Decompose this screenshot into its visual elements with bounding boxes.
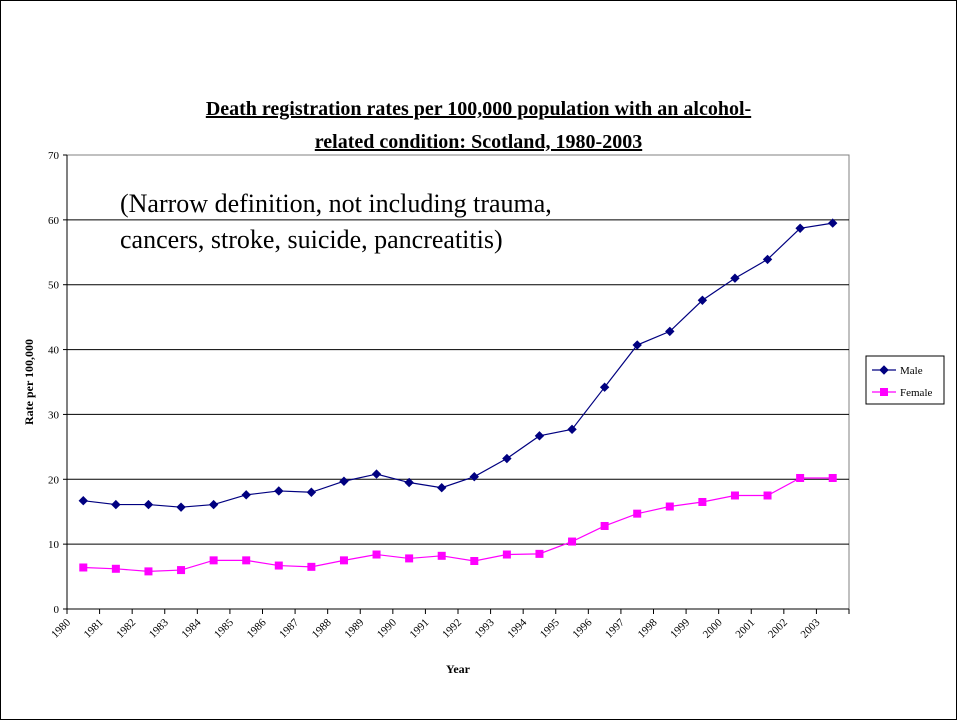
- female-data-point: [209, 556, 218, 565]
- chart-annotation: (Narrow definition, not including trauma…: [120, 186, 552, 258]
- male-data-point: [274, 486, 284, 496]
- x-tick-label: 1987: [277, 616, 301, 640]
- male-data-point: [795, 223, 805, 233]
- female-data-point: [698, 497, 707, 506]
- male-data-point: [730, 273, 740, 283]
- female-series-line: [83, 477, 833, 572]
- male-data-point: [534, 431, 545, 441]
- female-data-point: [111, 564, 120, 573]
- male-data-point: [762, 254, 773, 265]
- x-tick-label: 2002: [766, 617, 790, 641]
- y-tick-label: 30: [48, 409, 60, 421]
- female-data-point: [470, 557, 479, 566]
- male-data-point: [665, 326, 675, 337]
- annotation-line-2: cancers, stroke, suicide, pancreatitis): [120, 225, 503, 254]
- x-tick-label: 1985: [212, 616, 236, 640]
- male-data-point: [828, 218, 838, 228]
- legend-male-marker: [879, 365, 889, 375]
- y-tick-label: 40: [48, 345, 60, 357]
- x-axis-title: Year: [446, 662, 471, 676]
- x-tick-label: 1993: [473, 616, 497, 640]
- female-data-point: [600, 521, 609, 530]
- x-tick-label: 1980: [49, 616, 73, 640]
- male-data-point: [176, 502, 186, 512]
- male-data-point: [437, 483, 447, 493]
- female-data-point: [568, 537, 577, 546]
- legend-male-label: Male: [900, 365, 923, 377]
- male-data-point: [469, 471, 479, 482]
- annotation-line-1: (Narrow definition, not including trauma…: [120, 189, 552, 218]
- male-data-point: [371, 469, 382, 479]
- male-data-point: [404, 477, 414, 488]
- male-data-point: [339, 476, 349, 486]
- y-axis-title: Rate per 100,000: [22, 339, 36, 425]
- x-tick-label: 1998: [636, 616, 660, 640]
- x-tick-label: 1986: [245, 616, 269, 640]
- y-tick-label: 70: [48, 150, 60, 162]
- male-data-point: [306, 487, 317, 497]
- female-data-point: [437, 551, 446, 560]
- female-data-point: [177, 566, 186, 575]
- y-tick-label: 20: [48, 474, 60, 486]
- female-data-point: [242, 556, 251, 565]
- male-data-point: [111, 499, 121, 510]
- female-data-point: [307, 562, 316, 571]
- x-tick-label: 1981: [82, 617, 106, 641]
- x-tick-label: 1997: [603, 616, 627, 640]
- x-tick-label: 1995: [538, 616, 562, 640]
- female-data-point: [730, 491, 739, 500]
- female-data-point: [144, 567, 153, 576]
- male-series-line: [83, 222, 833, 508]
- x-tick-label: 1999: [668, 616, 692, 640]
- female-data-point: [405, 554, 414, 563]
- x-tick-label: 1996: [570, 616, 594, 640]
- female-data-point: [372, 550, 381, 559]
- chart-title-line-2: related condition: Scotland, 1980-2003: [314, 131, 643, 153]
- male-data-point: [208, 499, 219, 510]
- male-data-point: [78, 495, 88, 506]
- x-tick-label: 1989: [342, 616, 366, 640]
- x-tick-label: 1992: [440, 617, 464, 641]
- x-tick-label: 1984: [179, 616, 203, 640]
- x-tick-label: 2003: [798, 616, 822, 640]
- male-data-point: [567, 424, 577, 435]
- x-tick-label: 2000: [701, 616, 725, 640]
- x-tick-label: 1982: [114, 617, 138, 641]
- male-data-point: [599, 382, 610, 392]
- female-data-point: [274, 561, 283, 570]
- y-tick-label: 0: [54, 604, 60, 616]
- female-data-point: [633, 509, 642, 518]
- female-data-point: [339, 556, 348, 565]
- female-data-point: [665, 502, 674, 511]
- y-tick-label: 50: [48, 280, 60, 292]
- x-tick-label: 1994: [505, 616, 529, 640]
- y-tick-label: 10: [48, 539, 60, 551]
- legend-female-label: Female: [900, 387, 932, 399]
- female-data-point: [535, 549, 544, 558]
- legend: [865, 355, 945, 405]
- female-data-point: [796, 473, 805, 482]
- chart-title-line-1: Death registration rates per 100,000 pop…: [205, 98, 752, 120]
- x-tick-label: 1988: [310, 616, 334, 640]
- male-data-point: [632, 340, 642, 350]
- legend-female-marker: [880, 388, 888, 396]
- female-data-point: [828, 473, 837, 482]
- female-data-point: [79, 563, 88, 572]
- male-data-point: [502, 453, 512, 464]
- male-data-point: [241, 490, 251, 500]
- female-data-point: [763, 491, 772, 500]
- male-data-point: [697, 295, 708, 305]
- x-tick-label: 2001: [733, 617, 757, 641]
- x-tick-label: 1983: [147, 616, 171, 640]
- female-data-point: [502, 550, 511, 559]
- x-tick-label: 1991: [407, 617, 431, 641]
- x-tick-label: 1990: [375, 616, 399, 640]
- y-tick-label: 60: [48, 215, 60, 227]
- male-data-point: [143, 499, 154, 510]
